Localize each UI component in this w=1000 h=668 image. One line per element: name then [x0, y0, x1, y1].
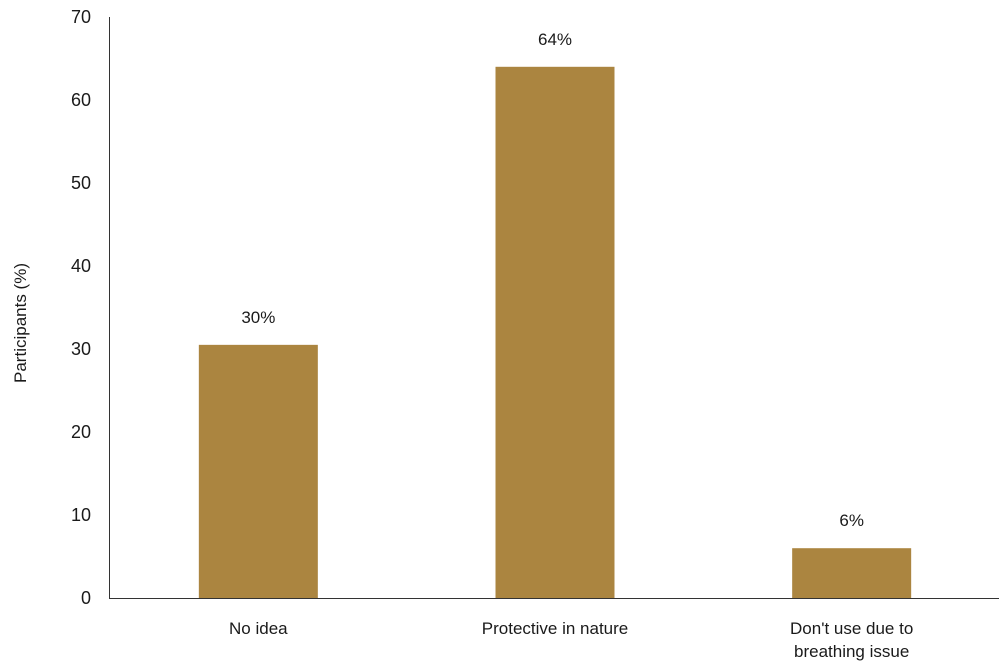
bar	[198, 344, 318, 598]
y-axis-title: Participants (%)	[11, 263, 30, 383]
x-category-label: No idea	[229, 619, 288, 638]
x-category-label: Protective in nature	[482, 619, 628, 638]
y-tick-label: 70	[71, 7, 91, 27]
bars	[198, 66, 912, 599]
y-tick-label: 40	[71, 256, 91, 276]
y-tick-label: 60	[71, 90, 91, 110]
data-labels: 30% 64% 6%	[241, 30, 864, 530]
y-tick-label: 20	[71, 422, 91, 442]
y-tick-label: 50	[71, 173, 91, 193]
category-labels: No idea Protective in nature Don't use due…	[229, 619, 913, 661]
y-axis-ticks: 0 10 20 30 40 50 60 70	[71, 7, 91, 608]
x-category-label: Don't use due to breathing issue	[790, 619, 913, 661]
y-tick-label: 0	[81, 588, 91, 608]
y-tick-label: 30	[71, 339, 91, 359]
bar	[792, 548, 912, 598]
data-label: 64%	[538, 30, 572, 49]
y-tick-label: 10	[71, 505, 91, 525]
data-label: 6%	[839, 511, 864, 530]
bar	[495, 66, 615, 599]
data-label: 30%	[241, 308, 275, 327]
